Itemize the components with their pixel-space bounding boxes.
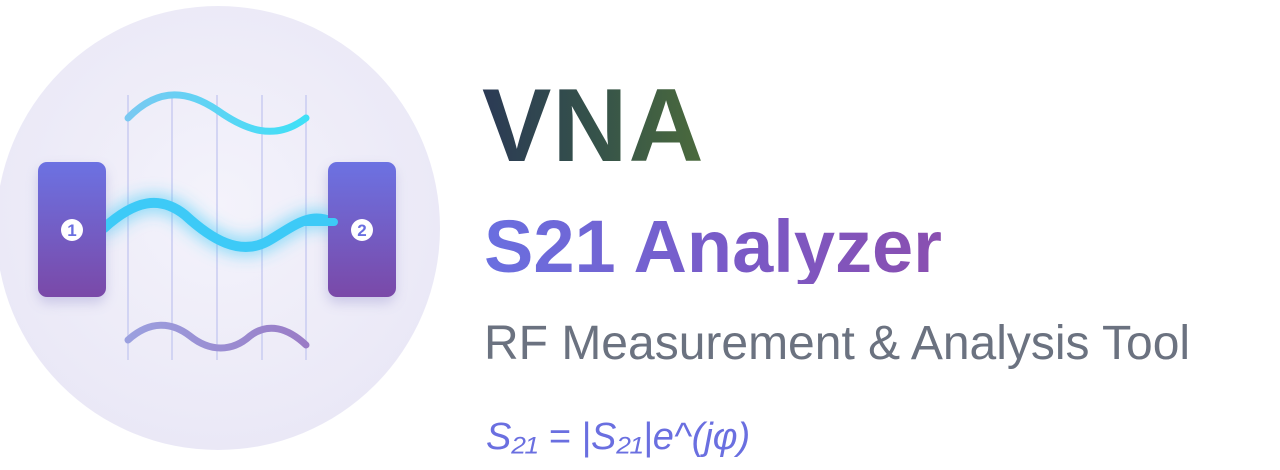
svg-text:1: 1 <box>67 221 76 240</box>
svg-text:2: 2 <box>357 221 366 240</box>
app-title: VNA <box>482 68 705 184</box>
reflected-wave <box>124 91 310 135</box>
grid-lines <box>127 95 307 360</box>
port-1-icon: 1 <box>38 162 106 297</box>
logo-circle <box>0 6 440 450</box>
tagline: RF Measurement & Analysis Tool <box>484 317 1191 370</box>
vna-logo-icon: 1 2 <box>0 0 460 470</box>
s21-formula: S₂₁ = |S₂₁|e^(jφ) <box>486 416 751 458</box>
port-2-icon: 2 <box>328 162 396 297</box>
phase-wave <box>124 321 310 352</box>
product-name: S21 Analyzer <box>484 205 942 288</box>
